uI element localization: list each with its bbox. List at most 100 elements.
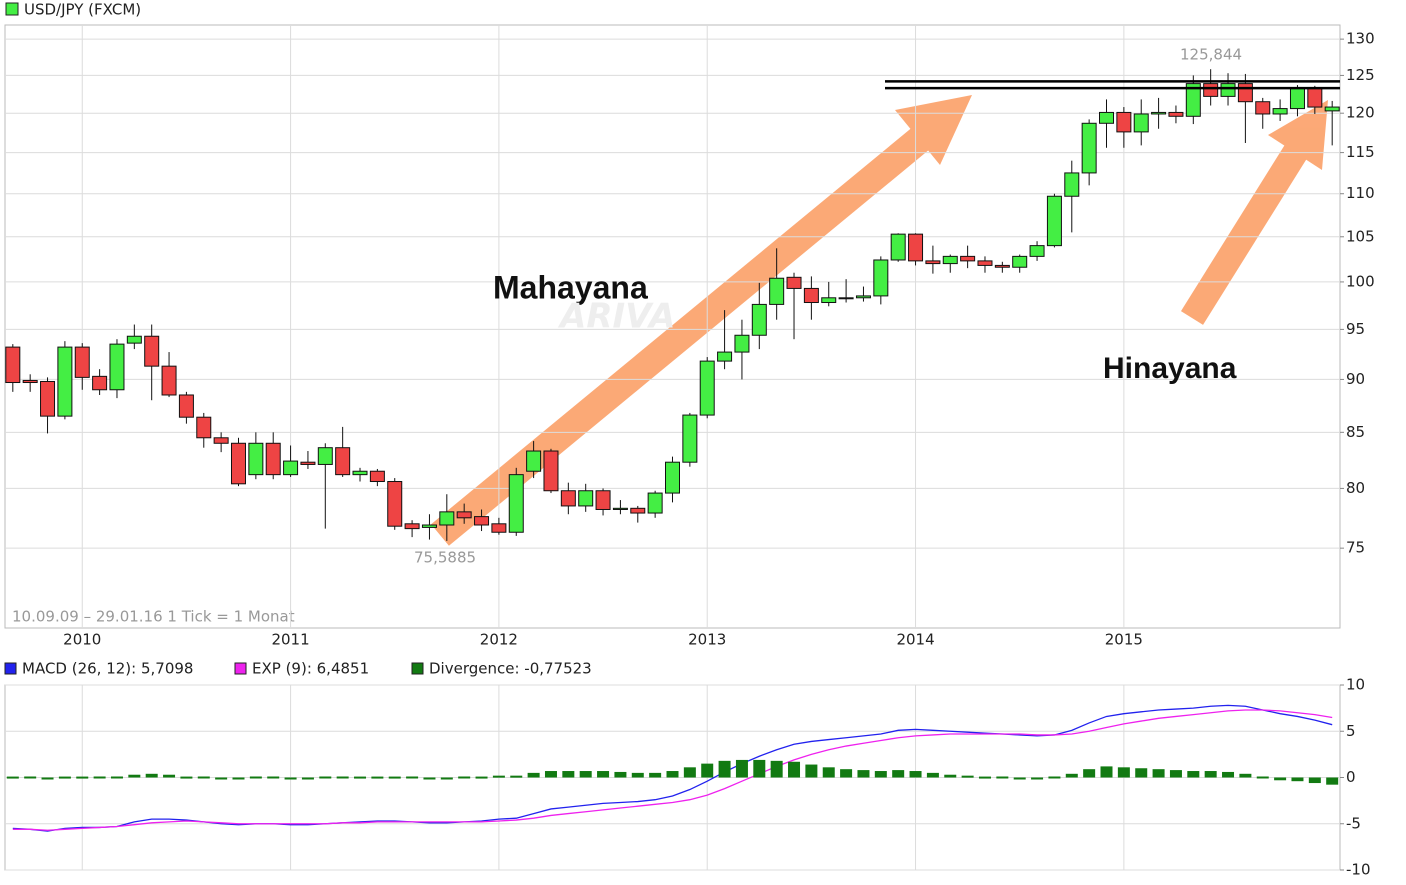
candle-body: [1064, 172, 1080, 197]
divergence-bar: [475, 776, 488, 779]
divergence-bar: [892, 770, 905, 778]
y-tick-label: 0: [1346, 768, 1356, 786]
y-tick-label: 115: [1346, 143, 1375, 161]
candle-body: [855, 295, 871, 299]
divergence-bar: [458, 776, 471, 779]
candle-body: [665, 461, 680, 494]
divergence-bar: [1326, 777, 1339, 785]
macd-line: [12, 704, 1333, 832]
candle-body: [595, 490, 611, 510]
candle-body: [5, 346, 21, 384]
candle-body: [1220, 83, 1236, 97]
candle-body: [578, 490, 594, 507]
divergence-bar: [232, 777, 245, 780]
divergence-bar: [649, 772, 662, 778]
candle-body: [230, 442, 246, 485]
annotation: 75,5885: [414, 549, 476, 567]
y-tick-label: 105: [1346, 227, 1375, 245]
divergence-bar: [666, 771, 679, 778]
divergence-bar: [1117, 767, 1130, 778]
divergence-bar: [1256, 776, 1269, 779]
candle-body: [74, 346, 90, 378]
candle-body: [977, 260, 993, 266]
legend-label: EXP (9): 6,4851: [252, 660, 369, 678]
candle-body: [1116, 111, 1132, 133]
divergence-bar: [440, 777, 453, 780]
candle-body: [873, 259, 889, 297]
candle-body: [890, 233, 906, 261]
divergence-bar: [371, 776, 384, 779]
divergence-bar: [597, 771, 610, 778]
divergence-bar: [961, 775, 974, 778]
candle-body: [821, 297, 837, 304]
divergence-bar: [93, 776, 106, 779]
divergence-bar: [354, 776, 367, 779]
divergence-bar: [406, 776, 419, 779]
candle-body: [283, 460, 299, 476]
candle-body: [491, 523, 507, 533]
divergence-bar: [1048, 776, 1061, 779]
divergence-bar: [1031, 777, 1044, 780]
candle-body: [387, 481, 403, 527]
divergence-bar: [1274, 777, 1287, 781]
candle-body: [1151, 111, 1167, 115]
y-tick-label: 125: [1346, 66, 1375, 84]
candle-body: [960, 255, 976, 262]
y-tick-label: 90: [1346, 370, 1365, 388]
candle-body: [474, 516, 490, 526]
divergence-bar: [388, 776, 401, 779]
divergence-bar: [301, 777, 314, 780]
candle-body: [543, 450, 559, 492]
divergence-bar: [562, 771, 575, 778]
candle-body: [335, 447, 351, 476]
y-tick-label: 85: [1346, 423, 1365, 441]
divergence-bar: [527, 772, 540, 778]
candle-body: [439, 511, 455, 526]
x-tick-label: 2011: [271, 631, 309, 649]
divergence-bar: [579, 771, 592, 778]
divergence-bar: [492, 775, 505, 778]
divergence-bar: [58, 776, 71, 779]
candle-body: [126, 335, 142, 344]
candle-body: [526, 450, 542, 472]
candle-body: [421, 524, 437, 528]
divergence-bar: [1013, 777, 1026, 780]
divergence-bar: [180, 776, 193, 779]
divergence-bar: [631, 772, 644, 778]
candle-body: [803, 287, 819, 304]
divergence-bar: [319, 776, 332, 779]
candle-body: [196, 416, 212, 439]
divergence-bar: [215, 777, 228, 780]
candle-body: [456, 511, 472, 519]
divergence-bar: [874, 771, 887, 778]
chart-title: USD/JPY (FXCM): [24, 1, 141, 19]
y-tick-label: 80: [1346, 479, 1365, 497]
candle-body: [1324, 106, 1340, 112]
arrow-head: [895, 95, 972, 165]
divergence-bar: [197, 776, 210, 779]
divergence-bar: [944, 774, 957, 778]
divergence-bar: [336, 776, 349, 779]
y-tick-label: 130: [1346, 30, 1375, 48]
divergence-bar: [683, 767, 696, 778]
divergence-bar: [1135, 768, 1148, 778]
divergence-bar: [423, 777, 436, 780]
divergence-bar: [41, 777, 54, 780]
candle-body: [1133, 113, 1149, 133]
divergence-bar: [1065, 773, 1078, 778]
candle-body: [404, 523, 420, 530]
divergence-bar: [1222, 771, 1235, 778]
divergence-bar: [614, 771, 627, 778]
legend-swatch: [234, 662, 247, 675]
candle-body: [265, 442, 281, 476]
divergence-bar: [753, 759, 766, 778]
candle-body: [630, 507, 646, 514]
annotation: Hinayana: [1103, 352, 1237, 385]
candle-body: [22, 379, 38, 384]
y-tick-label: 5: [1346, 722, 1356, 740]
candle-body: [994, 264, 1010, 268]
divergence-bar: [805, 764, 818, 778]
candle-body: [908, 233, 924, 262]
annotation: Mahayana: [493, 269, 648, 305]
